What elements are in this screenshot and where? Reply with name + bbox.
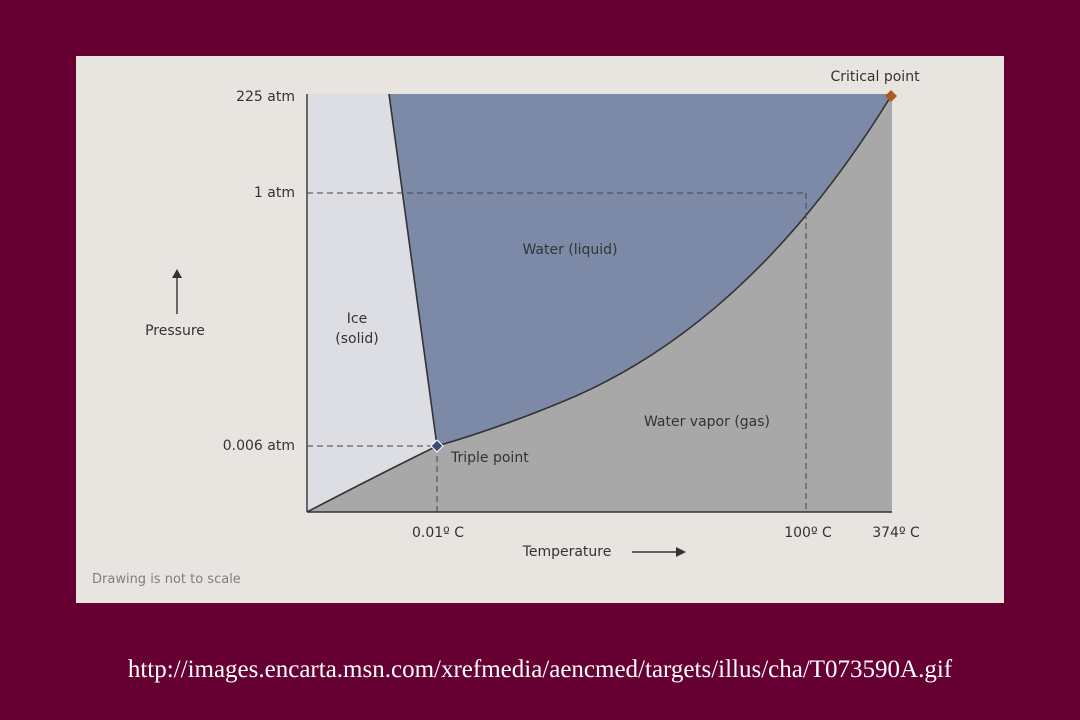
- solid-region: [307, 94, 437, 512]
- pressure-tick-1: 1 atm: [254, 185, 295, 201]
- liquid-region: [389, 94, 891, 446]
- gas-label: Water vapor (gas): [644, 414, 770, 430]
- arrow-up-icon: [172, 269, 182, 278]
- temperature-tick-100: 100º C: [784, 525, 832, 541]
- triple-point-label: Triple point: [450, 450, 529, 466]
- triple-point-marker: [430, 439, 444, 453]
- pressure-tick-225: 225 atm: [236, 89, 295, 105]
- vaporization-curve: [436, 95, 892, 447]
- phase-diagram: 225 atm 1 atm 0.006 atm 0.01º C 100º C 3…: [92, 69, 920, 587]
- sublimation-curve: [306, 445, 438, 513]
- temperature-tick-001: 0.01º C: [412, 525, 464, 541]
- pressure-tick-0006: 0.006 atm: [223, 438, 295, 454]
- temperature-tick-374: 374º C: [872, 525, 920, 541]
- solid-label-line2: (solid): [335, 331, 378, 347]
- scale-note: Drawing is not to scale: [92, 572, 241, 587]
- pressure-axis-label: Pressure: [145, 323, 205, 339]
- temperature-axis-label: Temperature: [522, 544, 612, 560]
- diagram-panel: 225 atm 1 atm 0.006 atm 0.01º C 100º C 3…: [76, 56, 1004, 603]
- critical-point-marker: [885, 90, 897, 102]
- arrow-right-icon: [676, 547, 686, 557]
- liquid-label: Water (liquid): [522, 242, 617, 258]
- solid-label-line1: Ice: [347, 311, 367, 327]
- critical-point-label: Critical point: [830, 69, 920, 85]
- source-url-caption: http://images.encarta.msn.com/xrefmedia/…: [127, 656, 953, 683]
- melting-curve: [388, 93, 438, 447]
